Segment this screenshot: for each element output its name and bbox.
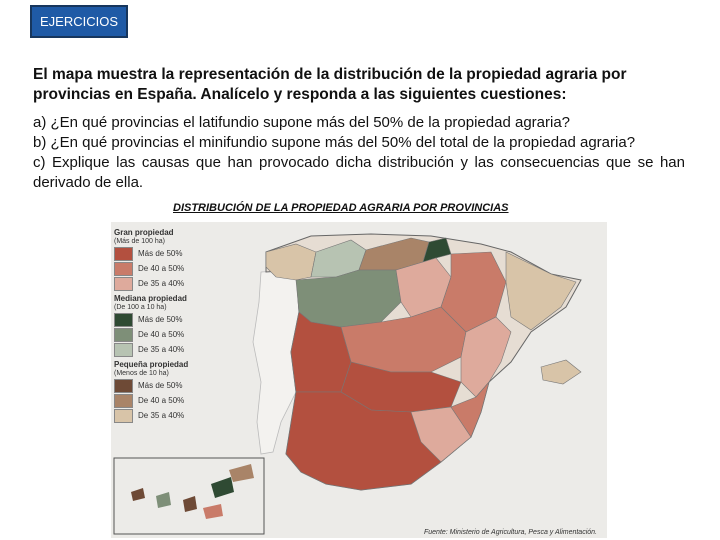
legend-item-label: De 35 a 40% <box>138 411 185 420</box>
legend-swatch <box>114 378 133 393</box>
legend-item-label: Más de 50% <box>138 315 183 324</box>
exercises-tag: EJERCICIOS <box>30 5 128 38</box>
question-a: a) ¿En qué provincias el latifundio supo… <box>33 114 571 131</box>
legend-group-subtitle: (De 100 a 10 ha) <box>114 304 167 311</box>
legend-swatch <box>114 276 133 291</box>
legend-item-label: De 40 a 50% <box>138 330 185 339</box>
legend-swatch <box>114 261 133 276</box>
legend-group-title: Pequeña propiedad <box>114 360 189 369</box>
legend-group-title: Gran propiedad <box>114 228 174 237</box>
map-source: Fuente: Ministerio de Agricultura, Pesca… <box>423 529 597 536</box>
legend-item: De 35 a 40% <box>114 342 196 357</box>
question-b: b) ¿En qué provincias el minifundio supo… <box>33 134 636 151</box>
legend-group-medium: Mediana propiedad (De 100 a 10 ha) Más d… <box>114 294 196 357</box>
legend-item-label: De 40 a 50% <box>138 396 185 405</box>
legend-group-large: Gran propiedad (Más de 100 ha) Más de 50… <box>114 228 196 291</box>
legend-item-label: De 35 a 40% <box>138 279 185 288</box>
legend-item: De 40 a 50% <box>114 393 196 408</box>
spain-property-map: Gran propiedad (Más de 100 ha) Más de 50… <box>111 222 607 538</box>
legend-group-title: Mediana propiedad <box>114 294 187 303</box>
intro-text: El mapa muestra la representación de la … <box>33 66 627 103</box>
legend-item: Más de 50% <box>114 312 196 327</box>
legend-swatch <box>114 246 133 261</box>
legend-item: De 40 a 50% <box>114 261 196 276</box>
legend-item-label: Más de 50% <box>138 381 183 390</box>
questions-list: a) ¿En qué provincias el latifundio supo… <box>33 113 685 193</box>
legend-item: De 35 a 40% <box>114 408 196 423</box>
legend-swatch <box>114 393 133 408</box>
legend-group-subtitle: (Menos de 10 ha) <box>114 370 169 377</box>
legend-swatch <box>114 342 133 357</box>
legend-item-label: De 40 a 50% <box>138 264 185 273</box>
legend-item-label: Más de 50% <box>138 249 183 258</box>
legend-item: De 35 a 40% <box>114 276 196 291</box>
legend-group-subtitle: (Más de 100 ha) <box>114 238 165 245</box>
legend-item: De 40 a 50% <box>114 327 196 342</box>
figure-title: DISTRIBUCIÓN DE LA PROPIEDAD AGRARIA POR… <box>173 202 509 214</box>
question-c: c) Explique las causas que han provocado… <box>33 154 685 191</box>
map-legend: Gran propiedad (Más de 100 ha) Más de 50… <box>114 225 196 423</box>
legend-swatch <box>114 327 133 342</box>
legend-swatch <box>114 312 133 327</box>
legend-group-small: Pequeña propiedad (Menos de 10 ha) Más d… <box>114 360 196 423</box>
legend-item: Más de 50% <box>114 378 196 393</box>
legend-item: Más de 50% <box>114 246 196 261</box>
legend-swatch <box>114 408 133 423</box>
legend-item-label: De 35 a 40% <box>138 345 185 354</box>
map-drawing <box>111 222 607 538</box>
